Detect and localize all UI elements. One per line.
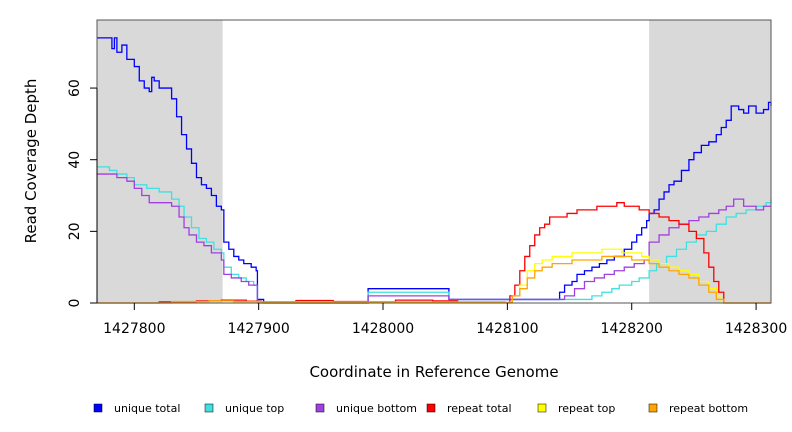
- legend-label-unique-bottom: unique bottom: [336, 402, 417, 415]
- x-tick-label-1428300: 1428300: [725, 321, 787, 337]
- y-tick-label-40: 40: [67, 151, 83, 169]
- legend-label-unique-total: unique total: [114, 402, 180, 415]
- series-unique-top: [97, 166, 772, 304]
- legend-swatch-repeat-bottom: [648, 403, 658, 413]
- series-unique-bottom: [97, 173, 771, 304]
- x-axis-title: Coordinate in Reference Genome: [309, 363, 558, 381]
- y-tick-label-0: 0: [67, 299, 83, 308]
- x-axis: 1427800 1427900 1428000 1428100 1428200 14283…: [103, 303, 787, 337]
- series-repeat-bottom: [97, 255, 771, 304]
- series-lines: [97, 37, 772, 304]
- y-tick-label-60: 60: [67, 79, 83, 97]
- legend: unique total unique top unique bottom repea…: [93, 402, 748, 415]
- legend-swatch-unique-bottom: [315, 403, 325, 413]
- x-tick-label-1428200: 1428200: [601, 321, 663, 337]
- legend-swatch-unique-total: [93, 403, 103, 413]
- x-tick-label-1428100: 1428100: [476, 321, 538, 337]
- x-tick-label-1427800: 1427800: [103, 321, 165, 337]
- legend-label-repeat-top: repeat top: [558, 402, 615, 415]
- legend-swatch-repeat-top: [537, 403, 547, 413]
- legend-swatch-unique-top: [204, 403, 214, 413]
- legend-label-unique-top: unique top: [225, 402, 284, 415]
- y-axis-title: Read Coverage Depth: [22, 79, 40, 244]
- shaded-region-2: [649, 20, 771, 303]
- y-axis: 0 20 40 60: [67, 79, 98, 308]
- legend-label-repeat-bottom: repeat bottom: [669, 402, 748, 415]
- x-tick-label-1427900: 1427900: [227, 321, 289, 337]
- series-repeat-total: [97, 202, 771, 304]
- shaded-regions: [97, 20, 771, 303]
- legend-swatch-repeat-total: [426, 403, 436, 413]
- shaded-region-1: [97, 20, 223, 303]
- legend-label-repeat-total: repeat total: [447, 402, 512, 415]
- y-tick-label-20: 20: [67, 222, 83, 240]
- x-tick-label-1428000: 1428000: [352, 321, 414, 337]
